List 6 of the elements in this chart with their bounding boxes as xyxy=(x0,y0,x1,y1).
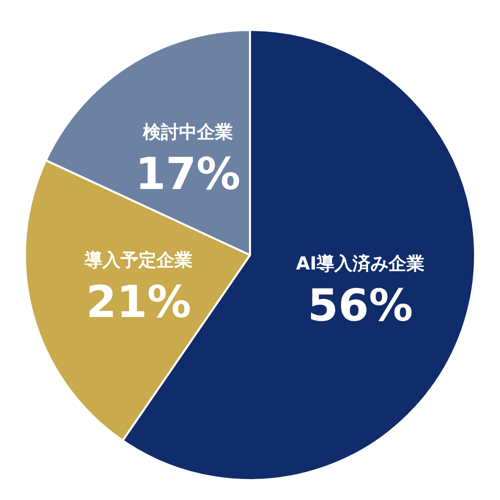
data-label: 21% xyxy=(86,277,192,328)
slice-label: 導入予定企業 xyxy=(84,250,193,272)
data-label: 56% xyxy=(308,280,413,332)
slice-label: AI導入済み企業 xyxy=(296,254,425,275)
slice-label: 検討中企業 xyxy=(142,122,233,144)
data-label: 17% xyxy=(135,149,241,200)
